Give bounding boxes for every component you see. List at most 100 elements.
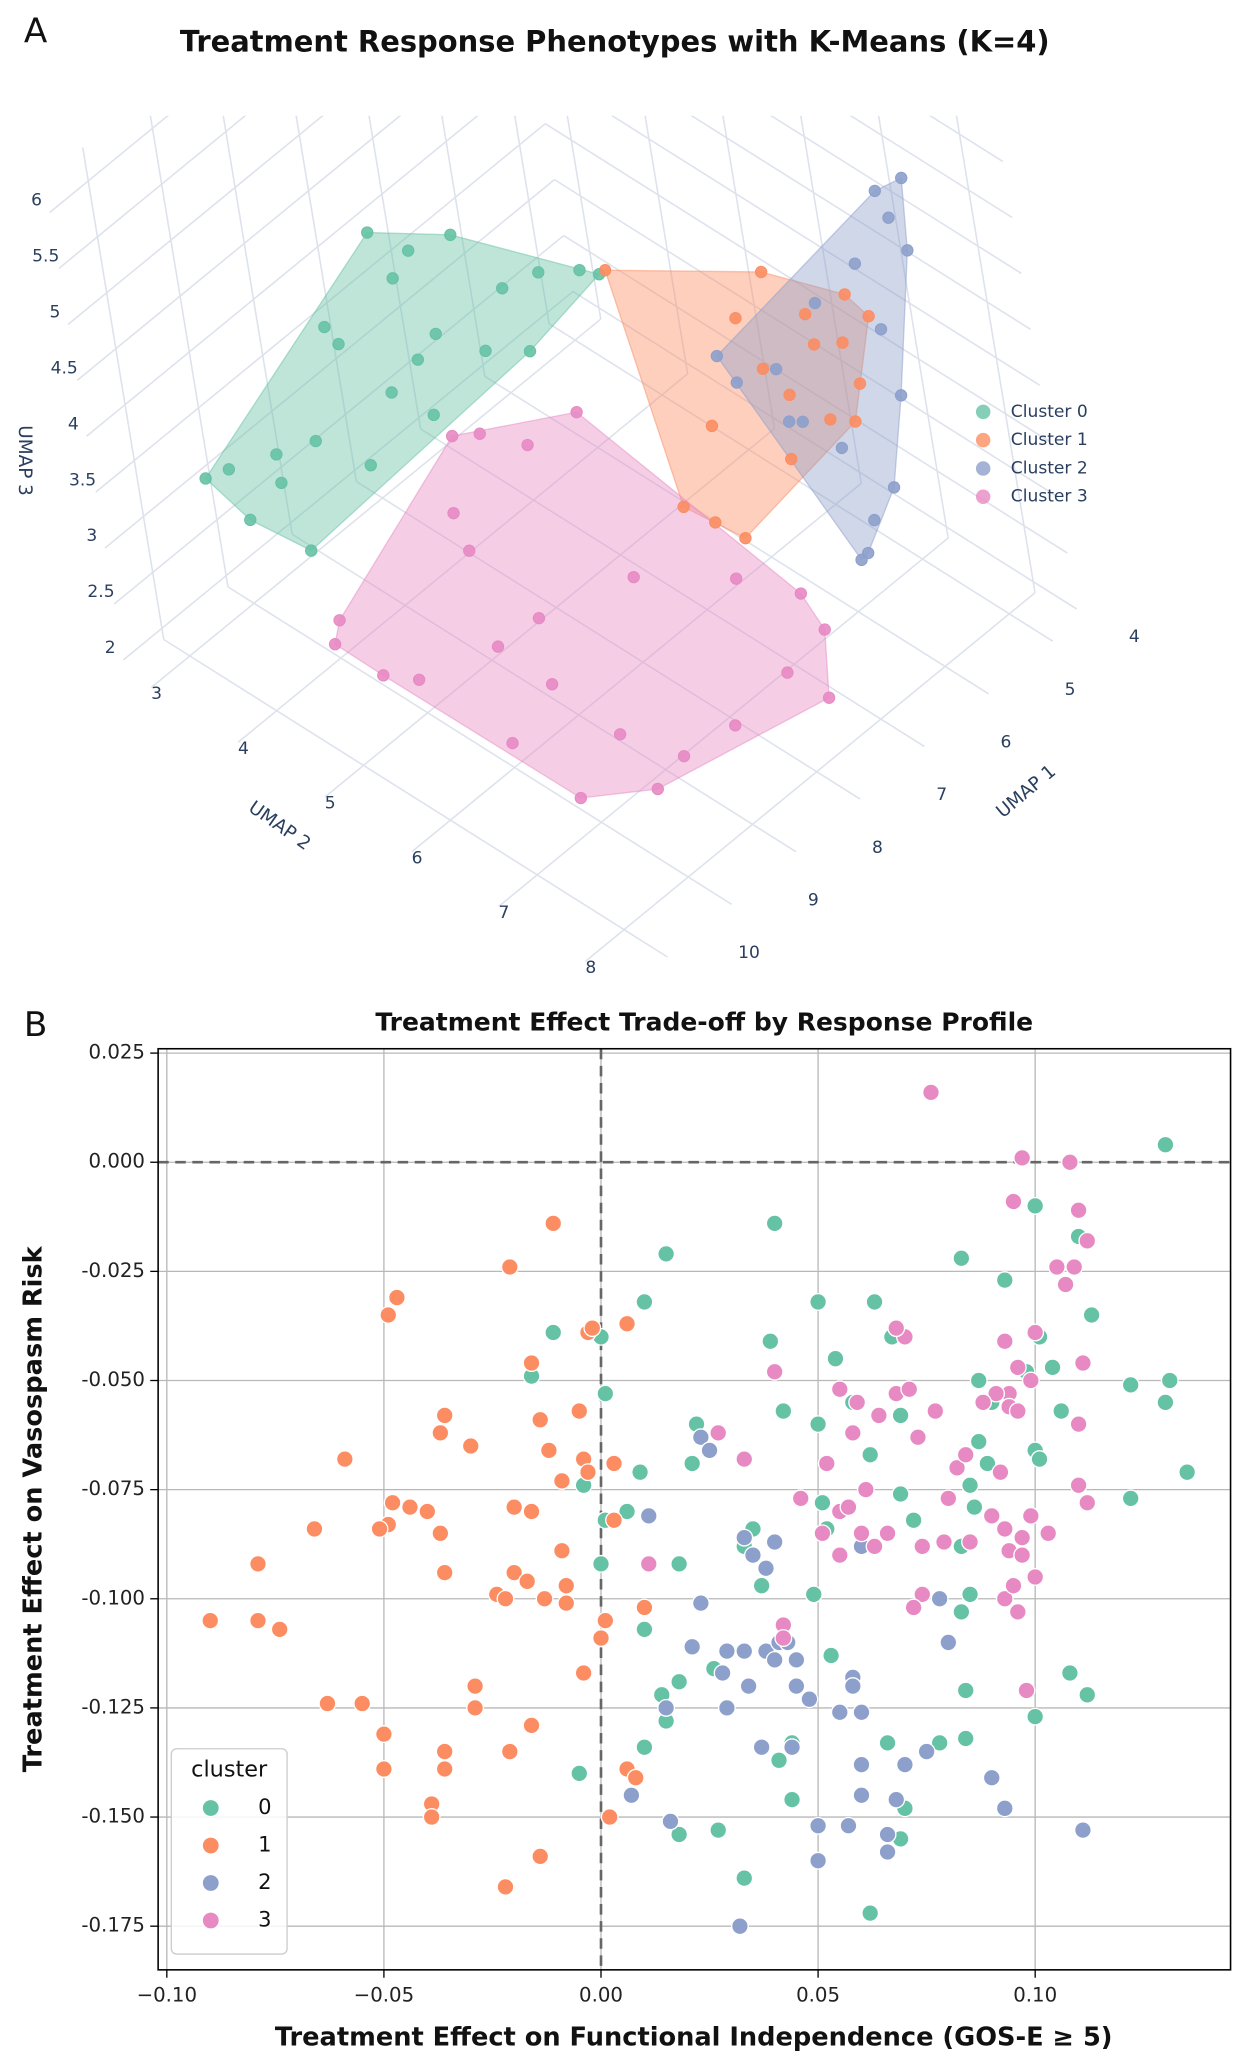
point [518,1572,537,1591]
point [878,1524,897,1543]
point [1073,1354,1092,1372]
grid-line [849,115,1013,219]
point [969,1432,988,1451]
point [939,1489,958,1508]
point [670,1672,689,1691]
point [891,1485,910,1503]
legend-title: cluster [191,1756,268,1782]
point [878,1843,897,1861]
legend: cluster 0 1 2 3 [170,1748,288,1955]
point [901,244,914,257]
point [868,513,881,527]
point [982,1768,1001,1787]
point [412,673,426,686]
point [523,345,537,358]
point [735,1528,754,1547]
grid-line [572,290,1078,610]
point [995,1271,1014,1290]
point [552,1541,571,1560]
point [418,1502,437,1521]
point [824,413,837,426]
grid-line [295,115,358,482]
point [385,386,398,399]
plot-frame [157,1047,1232,1971]
grid-line [548,323,1054,642]
point [570,1402,589,1421]
grid-line [237,373,689,743]
point [422,1808,441,1826]
point [809,1816,828,1835]
grid-line [163,638,668,958]
point [661,1812,680,1831]
x-tick-label: 10 [738,943,760,963]
z-tick-label: 2.5 [87,582,114,602]
point [270,1620,289,1639]
legend-label: 1 [258,1831,271,1856]
point [435,1742,454,1761]
point [635,1292,654,1311]
legend-marker [975,432,991,448]
point [783,1790,801,1809]
chart-title: Treatment Effect Trade-off by Response P… [375,1008,1033,1037]
point [839,1816,858,1835]
point [613,728,627,741]
point [552,1471,571,1490]
z-tick-label: 3 [86,526,97,546]
z-tick-label: 5 [50,303,61,323]
grid-line [420,428,925,748]
point [1047,1258,1066,1276]
point [631,1463,650,1482]
point [930,1589,949,1608]
y-tick-label: 6 [412,848,423,868]
point [374,1760,393,1778]
legend-marker [201,1836,220,1855]
point [791,1489,810,1508]
point [709,1423,728,1442]
point [839,1498,858,1517]
point [913,1585,932,1604]
point [1121,1489,1140,1508]
point [401,1498,419,1517]
point [995,1332,1014,1351]
point [730,376,743,389]
point [730,1917,749,1936]
point [522,1716,541,1735]
point [774,1402,793,1421]
point [961,1476,979,1495]
point [635,1598,654,1617]
z-tick-label: 2 [105,638,116,658]
point [683,1454,702,1473]
point [785,452,798,466]
point [657,1698,676,1717]
point [387,1288,406,1307]
legend-marker [201,1911,220,1930]
point [1060,1664,1079,1682]
grid-line [81,147,165,640]
point [691,1594,710,1613]
y-tick-label: -0.100 [81,1586,145,1609]
point [201,1611,220,1630]
grid-line [769,115,1022,275]
point [444,228,457,242]
y-tick-label: 5 [325,794,336,814]
point [891,1406,910,1425]
point [709,516,722,529]
point [781,666,794,679]
point [605,1511,623,1530]
point [639,1554,658,1573]
point [710,349,724,363]
grid-line [95,123,546,493]
point [598,264,612,277]
point [386,272,399,285]
point [461,1437,480,1455]
point [852,1524,871,1543]
point [969,1371,988,1390]
legend-label: Cluster 0 [1011,402,1088,422]
grid-line [514,115,550,324]
point [1078,1231,1097,1250]
point [887,1790,906,1809]
point [895,171,908,185]
point [596,1611,615,1630]
point [505,1563,524,1582]
point [939,1633,958,1652]
